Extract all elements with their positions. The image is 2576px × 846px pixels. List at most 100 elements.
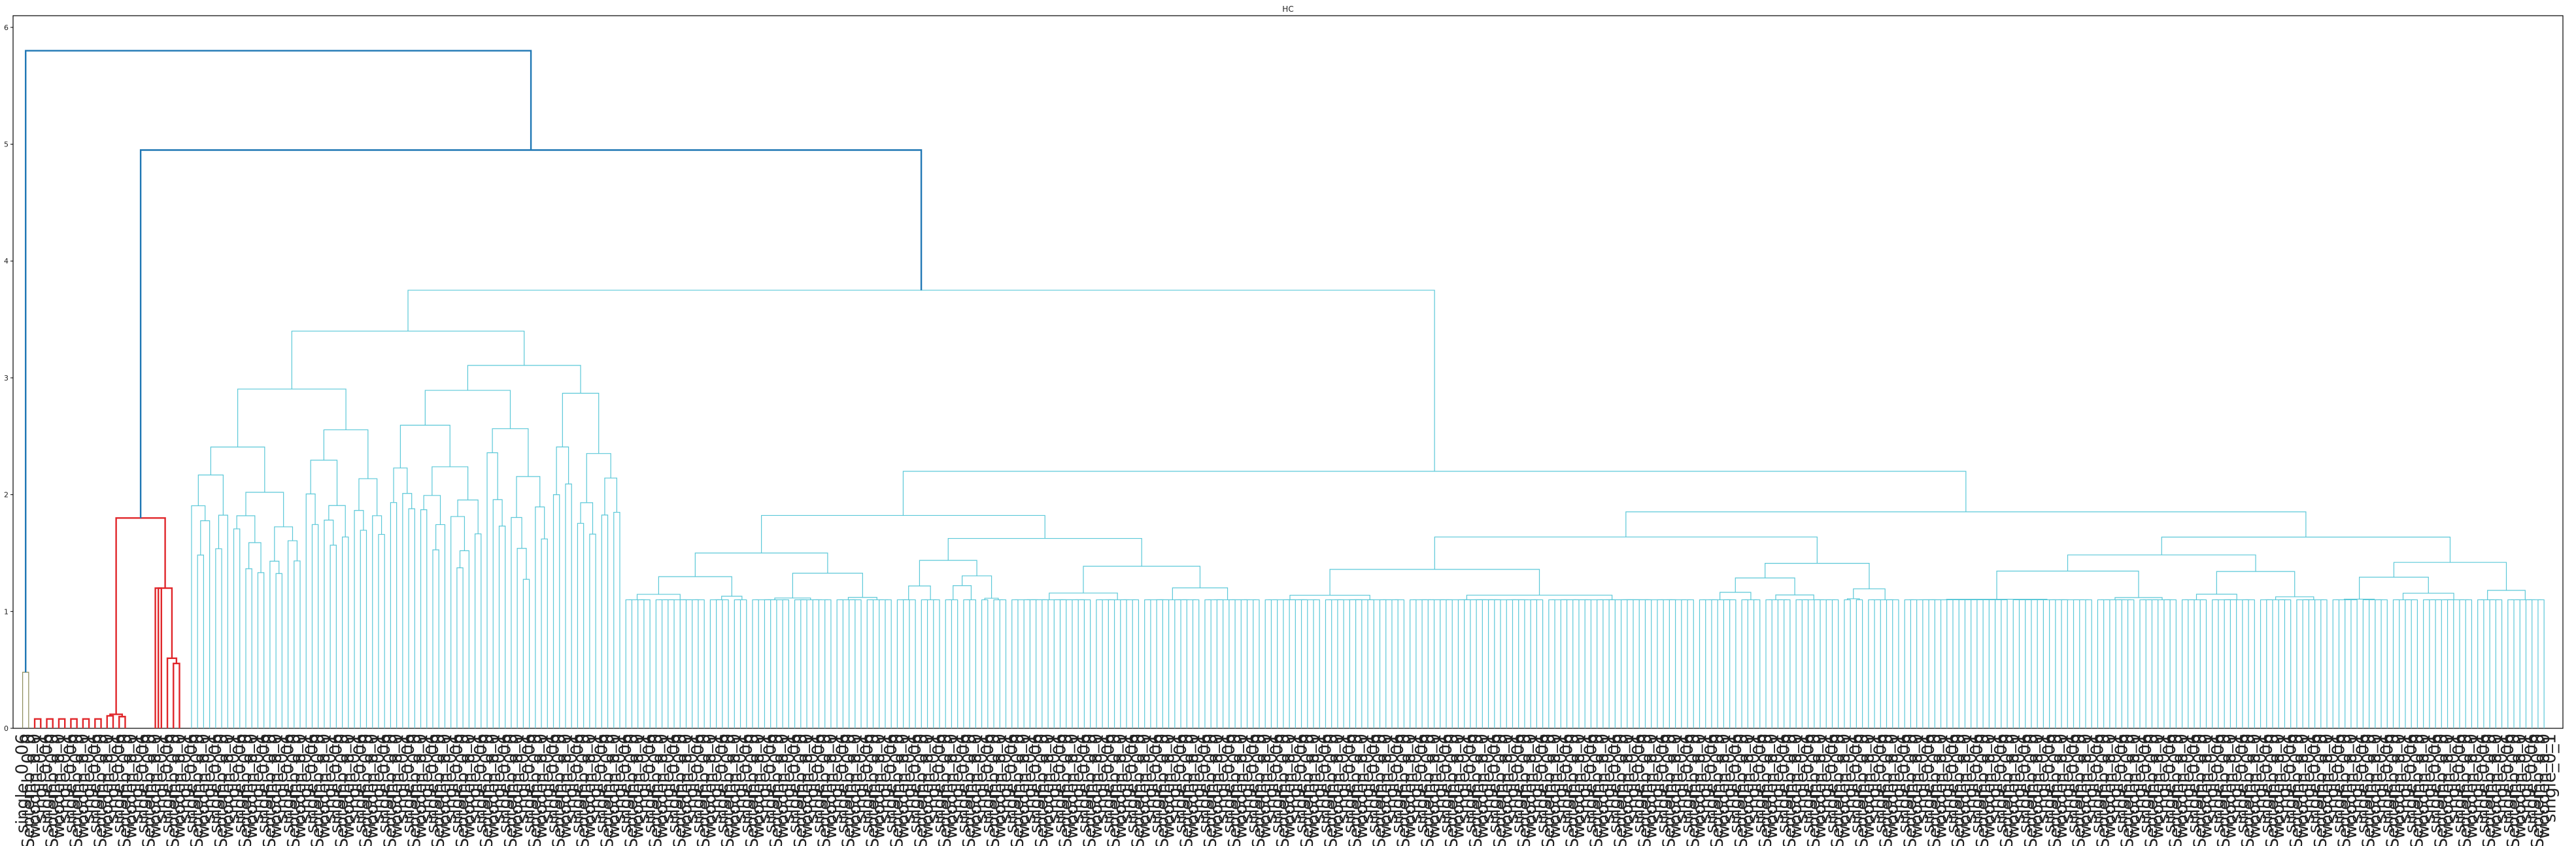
- dendrogram-link: [1506, 599, 1516, 728]
- dendrogram-link: [378, 533, 385, 728]
- leaf-label: single_0_06: [785, 734, 805, 834]
- leaf-label: single_0_06: [2184, 734, 2204, 834]
- dendrogram-link: [166, 657, 178, 728]
- dendrogram-link: [2260, 599, 2270, 728]
- leaf-label: single_0_1: [296, 734, 316, 822]
- dendrogram-link: [1349, 599, 1359, 728]
- leaf-label: Septemb_0_0: [1949, 734, 1969, 846]
- dendrogram-link: [82, 718, 90, 728]
- dendrogram-link: [1172, 587, 1229, 600]
- dendrogram-link: [1446, 599, 1453, 728]
- leaf-label: Septemb_0_0: [1177, 734, 1196, 846]
- dendrogram-link: [354, 510, 364, 728]
- leaf-label: single_0_1: [1165, 734, 1185, 822]
- dendrogram-link: [963, 599, 970, 728]
- dendrogram-link: [1075, 599, 1085, 728]
- leaf-label: wooden_0_0: [483, 734, 503, 839]
- dendrogram-link: [1059, 599, 1067, 728]
- leaf-label: wooden_0_0: [1400, 734, 1420, 839]
- dendrogram-link: [218, 515, 228, 728]
- leaf-label: single_0_06: [1412, 734, 1432, 834]
- leaf-label: single_0_06: [206, 734, 226, 834]
- leaf-label: single_0_1: [1334, 734, 1353, 822]
- leaf-label: single_0_1: [2516, 734, 2535, 822]
- dendrogram-link: [1976, 599, 1984, 728]
- dendrogram-link: [269, 560, 280, 728]
- leaf-label: Septemb_0_0: [1418, 734, 1438, 846]
- dendrogram-link: [420, 509, 428, 728]
- leaf-label: single_0_1: [1189, 734, 1209, 822]
- dendrogram-link: [33, 718, 42, 728]
- leaf-label: wooden_0_0: [1376, 734, 1396, 839]
- dendrogram-link: [999, 599, 1007, 728]
- leaf-label: single_0_1: [79, 734, 99, 822]
- leaf-label: single_0_1: [466, 734, 485, 822]
- dendrogram-link: [896, 599, 907, 728]
- dendrogram-link: [1023, 599, 1030, 728]
- dendrogram-link: [1931, 599, 1942, 728]
- leaf-label: single_0_06: [2112, 734, 2131, 834]
- leaf-label: wooden_0_0: [387, 734, 407, 839]
- leaf-label: single_0_06: [2401, 734, 2421, 834]
- leaf-label: single_0_06: [2329, 734, 2348, 834]
- leaf-label: single_0_1: [2420, 734, 2439, 822]
- dendrogram-link: [1741, 599, 1748, 728]
- leaf-label: single_0_06: [761, 734, 781, 834]
- leaf-label: wooden_0_0: [2414, 734, 2433, 839]
- leaf-label: Septemb_0_0: [1635, 734, 1655, 846]
- leaf-label: Septemb_0_0: [43, 734, 63, 846]
- dendrogram-link: [1379, 599, 1387, 728]
- dendrogram-link: [2393, 562, 2507, 590]
- dendrogram-link: [2143, 599, 2153, 728]
- leaf-label: Septemb_0_0: [1515, 734, 1534, 846]
- leaf-label: single_0_06: [2209, 734, 2228, 834]
- leaf-label: Septemb_0_0: [1201, 734, 1221, 846]
- y-tick-label: 5: [4, 141, 8, 149]
- leaf-label: Septemb_0_0: [115, 734, 135, 846]
- leaf-label: single_0_06: [1533, 734, 1553, 834]
- leaf-label: single_0_06: [2016, 734, 2035, 834]
- leaf-label: Septemb_0_0: [1756, 734, 1776, 846]
- leaf-label: single_0_06: [1171, 734, 1191, 834]
- leaf-label: single_0_06: [2450, 734, 2469, 834]
- dendrogram-link: [257, 572, 265, 728]
- dendrogram-link: [812, 599, 820, 728]
- leaf-label: wooden_0_0: [2196, 734, 2216, 839]
- leaf-label: single_0_1: [272, 734, 292, 822]
- dendrogram-link: [902, 599, 916, 728]
- leaf-label: wooden_0_0: [532, 734, 551, 839]
- leaf-label: single_0_06: [1967, 734, 1987, 834]
- leaf-label: single_0_1: [1093, 734, 1112, 822]
- leaf-label: single_0_06: [1919, 734, 1939, 834]
- leaf-label: wooden_0_0: [507, 734, 527, 839]
- dendrogram-link: [1727, 599, 1737, 728]
- dendrogram-link: [1053, 599, 1064, 728]
- leaf-label: Septemb_0_0: [598, 734, 618, 846]
- leaf-label: single_0_1: [900, 734, 919, 822]
- leaf-label: wooden_0_0: [1593, 734, 1613, 839]
- dendrogram-link: [2411, 599, 2418, 728]
- leaf-label: Septemb_0_0: [67, 734, 87, 846]
- leaf-label: single_0_1: [1358, 734, 1378, 822]
- dendrogram-link: [311, 524, 319, 728]
- leaf-label: Septemb_0_0: [1249, 734, 1269, 846]
- dendrogram-link: [2275, 596, 2314, 600]
- leaf-label: wooden_0_0: [435, 734, 454, 839]
- leaf-label: single_0_1: [924, 734, 943, 822]
- dendrogram-link: [2266, 599, 2273, 728]
- leaf-label: Septemb_0_0: [1732, 734, 1752, 846]
- leaf-label: single_0_06: [37, 734, 57, 834]
- dendrogram-link: [1597, 599, 1604, 728]
- leaf-label: single_0_1: [200, 734, 220, 822]
- dendrogram-link: [2085, 599, 2092, 728]
- leaf-label: single_0_1: [2203, 734, 2222, 822]
- leaf-label: single_0_1: [2009, 734, 2029, 822]
- leaf-label: single_0_06: [664, 734, 684, 834]
- dendrogram-link: [961, 575, 992, 599]
- dendrogram-link: [1476, 599, 1483, 728]
- dendrogram-link: [1620, 599, 1631, 728]
- leaf-label: single_0_1: [683, 734, 702, 822]
- leaf-label: Septemb_0_0: [381, 734, 400, 846]
- dendrogram-link: [474, 533, 482, 728]
- leaf-label: single_0_1: [1961, 734, 1981, 822]
